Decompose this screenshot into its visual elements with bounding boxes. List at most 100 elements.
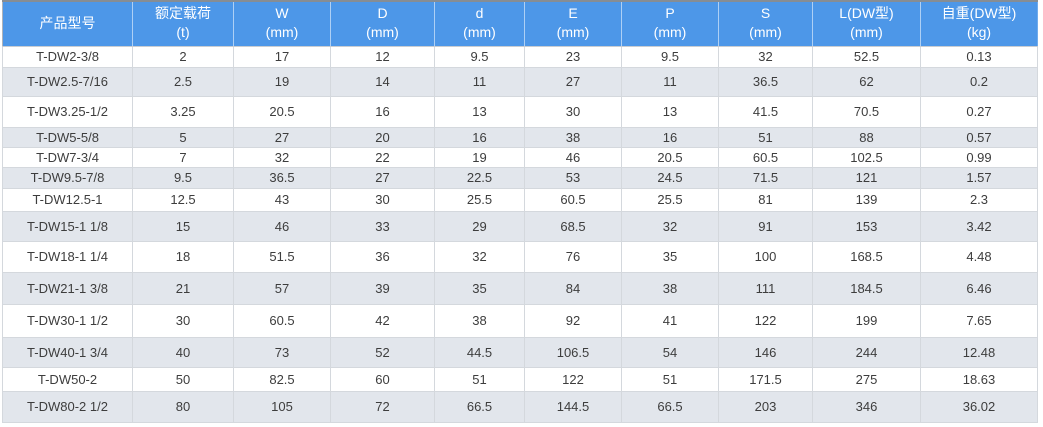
value-cell-E: 68.5: [524, 210, 622, 242]
column-header-label: L(DW型): [839, 5, 894, 22]
value-cell-E: 92: [524, 303, 622, 338]
value-cell-d: 16: [434, 126, 525, 148]
model-cell: T-DW9.5-7/8: [2, 166, 133, 189]
value-cell-E: 38: [524, 126, 622, 148]
column-header-W: W (mm): [233, 1, 331, 47]
column-header-E: E (mm): [524, 1, 622, 47]
table-row: T-DW2-3/8 2 17 12 9.5 23 9.5 32 52.5 0.13: [2, 45, 1038, 68]
value-cell-S: 203: [718, 390, 813, 423]
value-cell-W: 82.5: [233, 366, 331, 392]
value-cell-P: 66.5: [621, 390, 719, 423]
value-cell-d: 32: [434, 240, 525, 273]
model-cell: T-DW15-1 1/8: [2, 210, 133, 242]
column-header-rated_load: 额定载荷 (t): [132, 1, 234, 47]
value-cell-L_DW: 275: [812, 366, 921, 392]
value-cell-D: 12: [330, 45, 435, 68]
value-cell-S: 81: [718, 187, 813, 212]
value-cell-L_DW: 88: [812, 126, 921, 148]
table-body: T-DW2-3/8 2 17 12 9.5 23 9.5 32 52.5 0.13 T-DW2.5-…: [2, 45, 1038, 423]
value-cell-weight_DW: 1.57: [920, 166, 1038, 189]
value-cell-P: 25.5: [621, 187, 719, 212]
model-cell: T-DW50-2: [2, 366, 133, 392]
value-cell-D: 27: [330, 166, 435, 189]
column-header-unit: (mm): [653, 24, 687, 41]
value-cell-W: 60.5: [233, 303, 331, 338]
value-cell-P: 11: [621, 66, 719, 97]
value-cell-L_DW: 70.5: [812, 95, 921, 128]
model-cell: T-DW21-1 3/8: [2, 271, 133, 305]
column-header-label: 自重(DW型): [941, 5, 1017, 22]
value-cell-P: 13: [621, 95, 719, 128]
value-cell-d: 25.5: [434, 187, 525, 212]
value-cell-E: 144.5: [524, 390, 622, 423]
value-cell-W: 36.5: [233, 166, 331, 189]
value-cell-d: 29: [434, 210, 525, 242]
value-cell-W: 20.5: [233, 95, 331, 128]
value-cell-S: 41.5: [718, 95, 813, 128]
column-header-d: d (mm): [434, 1, 525, 47]
value-cell-W: 43: [233, 187, 331, 212]
value-cell-D: 20: [330, 126, 435, 148]
table-row: T-DW15-1 1/8 15 46 33 29 68.5 32 91 153 3.42: [2, 210, 1038, 242]
value-cell-rated_load: 30: [132, 303, 234, 338]
value-cell-P: 24.5: [621, 166, 719, 189]
value-cell-S: 91: [718, 210, 813, 242]
value-cell-E: 76: [524, 240, 622, 273]
model-cell: T-DW7-3/4: [2, 146, 133, 168]
value-cell-d: 13: [434, 95, 525, 128]
value-cell-L_DW: 62: [812, 66, 921, 97]
value-cell-W: 27: [233, 126, 331, 148]
value-cell-S: 51: [718, 126, 813, 148]
table-row: T-DW2.5-7/16 2.5 19 14 11 27 11 36.5 62 0.2: [2, 66, 1038, 97]
header-row: 产品型号 额定载荷 (t) W (mm) D (mm) d (mm) E (mm) P (mm) S (mm…: [2, 1, 1038, 47]
table-row: T-DW80-2 1/2 80 105 72 66.5 144.5 66.5 203 346 36…: [2, 390, 1038, 423]
value-cell-rated_load: 2: [132, 45, 234, 68]
value-cell-L_DW: 121: [812, 166, 921, 189]
value-cell-rated_load: 2.5: [132, 66, 234, 97]
value-cell-rated_load: 12.5: [132, 187, 234, 212]
value-cell-P: 38: [621, 271, 719, 305]
model-cell: T-DW12.5-1: [2, 187, 133, 212]
value-cell-weight_DW: 0.57: [920, 126, 1038, 148]
table-row: T-DW12.5-1 12.5 43 30 25.5 60.5 25.5 81 139 2.3: [2, 187, 1038, 212]
value-cell-D: 60: [330, 366, 435, 392]
value-cell-P: 16: [621, 126, 719, 148]
value-cell-rated_load: 15: [132, 210, 234, 242]
value-cell-D: 14: [330, 66, 435, 97]
value-cell-P: 32: [621, 210, 719, 242]
table-row: T-DW30-1 1/2 30 60.5 42 38 92 41 122 199 7.65: [2, 303, 1038, 338]
value-cell-D: 36: [330, 240, 435, 273]
value-cell-D: 52: [330, 336, 435, 368]
column-header-S: S (mm): [718, 1, 813, 47]
value-cell-d: 19: [434, 146, 525, 168]
table-row: T-DW3.25-1/2 3.25 20.5 16 13 30 13 41.5 70.5 0.27: [2, 95, 1038, 128]
column-header-unit: (mm): [556, 24, 590, 41]
model-cell: T-DW80-2 1/2: [2, 390, 133, 423]
value-cell-P: 41: [621, 303, 719, 338]
column-header-L_DW: L(DW型) (mm): [812, 1, 921, 47]
column-header-label: 额定载荷: [155, 5, 211, 22]
value-cell-L_DW: 52.5: [812, 45, 921, 68]
value-cell-d: 44.5: [434, 336, 525, 368]
column-header-unit: (mm): [850, 24, 883, 41]
column-header-label: W: [275, 5, 289, 22]
column-header-D: D (mm): [330, 1, 435, 47]
table-row: T-DW50-2 50 82.5 60 51 122 51 171.5 275 18.63: [2, 366, 1038, 392]
model-cell: T-DW30-1 1/2: [2, 303, 133, 338]
column-header-unit: (t): [176, 24, 190, 41]
model-cell: T-DW2-3/8: [2, 45, 133, 68]
value-cell-d: 66.5: [434, 390, 525, 423]
value-cell-rated_load: 9.5: [132, 166, 234, 189]
value-cell-rated_load: 21: [132, 271, 234, 305]
value-cell-E: 60.5: [524, 187, 622, 212]
value-cell-weight_DW: 12.48: [920, 336, 1038, 368]
value-cell-S: 100: [718, 240, 813, 273]
value-cell-W: 73: [233, 336, 331, 368]
value-cell-E: 122: [524, 366, 622, 392]
table-row: T-DW21-1 3/8 21 57 39 35 84 38 111 184.5 6.46: [2, 271, 1038, 305]
value-cell-weight_DW: 0.27: [920, 95, 1038, 128]
value-cell-d: 51: [434, 366, 525, 392]
value-cell-D: 33: [330, 210, 435, 242]
column-header-label: d: [475, 5, 484, 22]
value-cell-W: 51.5: [233, 240, 331, 273]
